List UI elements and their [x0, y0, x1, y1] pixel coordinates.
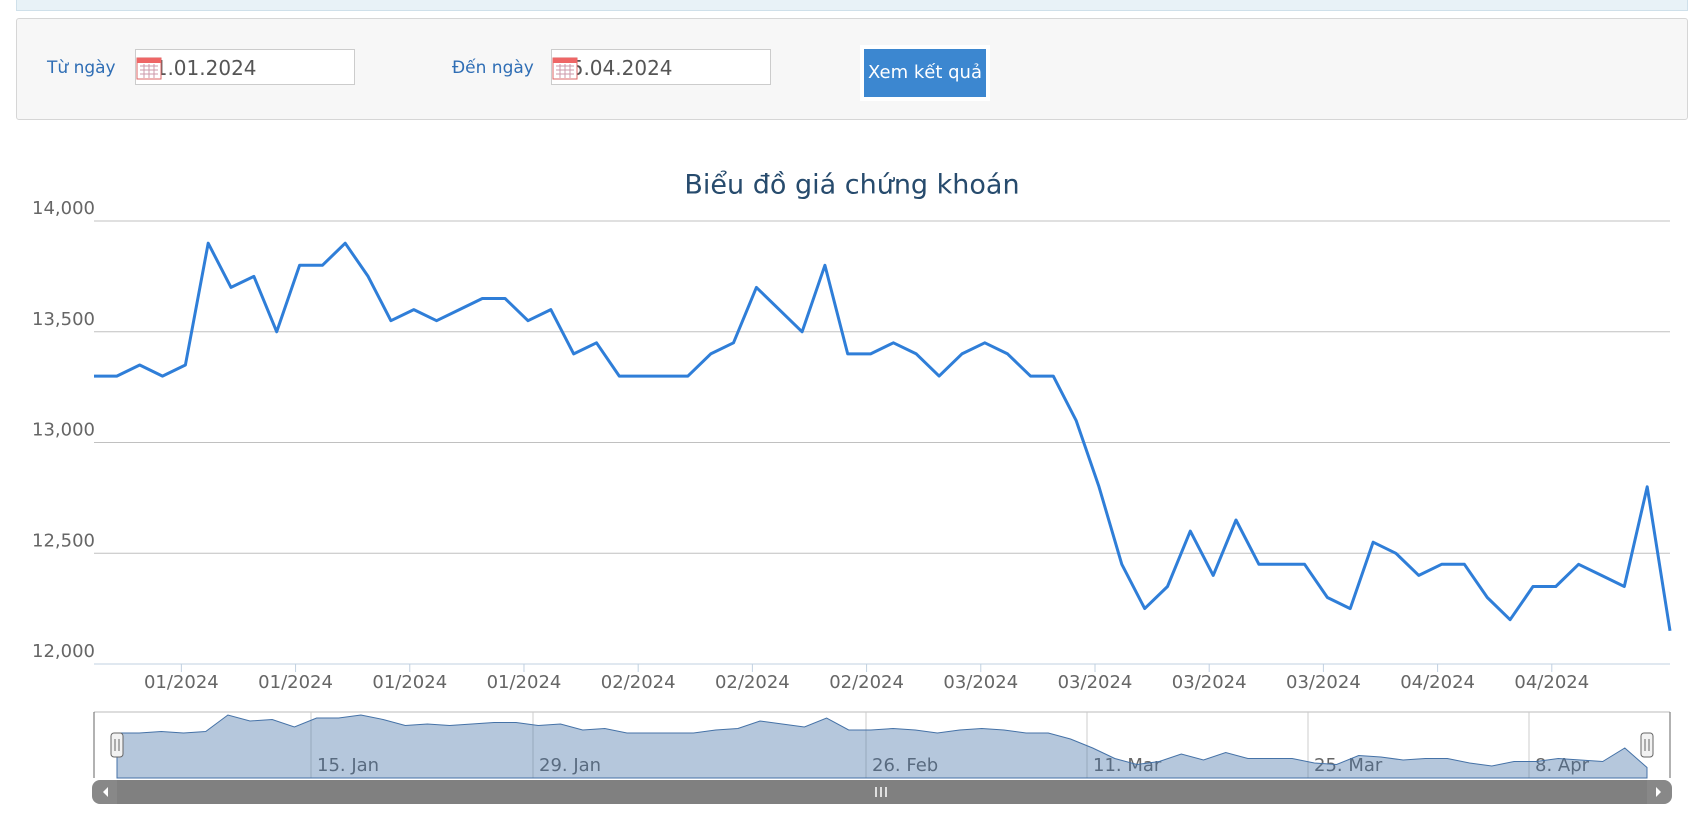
navigator-handle [110, 732, 124, 758]
from-label: Từ ngày [47, 58, 116, 78]
x-tick-label: 03/2024 [1172, 672, 1247, 693]
navigator-label: 11. Mar [1093, 755, 1162, 776]
x-tick-label: 01/2024 [372, 672, 447, 693]
navigator-label: 15. Jan [317, 755, 379, 776]
to-label: Đến ngày [452, 58, 534, 78]
navigator-label: 26. Feb [872, 755, 938, 776]
navigator-label: 25. Mar [1314, 755, 1383, 776]
x-tick-label: 02/2024 [829, 672, 904, 693]
x-tick-label: 01/2024 [258, 672, 333, 693]
x-tick-label: 03/2024 [1058, 672, 1133, 693]
x-tick-label: 04/2024 [1514, 672, 1589, 693]
navigator-label: 29. Jan [539, 755, 601, 776]
top-bar [16, 0, 1688, 11]
scrollbar-thumb [117, 780, 1647, 804]
calendar-icon[interactable] [136, 56, 162, 80]
x-tick-label: 01/2024 [487, 672, 562, 693]
navigator-handle [1640, 732, 1654, 758]
y-tick-label: 12,500 [32, 530, 95, 551]
y-tick-label: 12,000 [32, 641, 95, 662]
x-tick-label: 02/2024 [601, 672, 676, 693]
price-line [94, 241, 1672, 632]
chart-title: Biểu đồ giá chứng khoán [684, 170, 1019, 201]
x-tick-label: 03/2024 [943, 672, 1018, 693]
x-tick-label: 01/2024 [144, 672, 219, 693]
handle-grip [1644, 739, 1650, 751]
navigator-area [116, 714, 1648, 779]
y-tick-label: 14,000 [32, 198, 95, 219]
to-input[interactable]: 15.04.2024 [551, 49, 771, 85]
handle-grip [114, 739, 120, 751]
scrollbar-grip [875, 787, 887, 797]
x-tick-label: 02/2024 [715, 672, 790, 693]
x-tick-label: 03/2024 [1286, 672, 1361, 693]
y-tick-label: 13,500 [32, 309, 95, 330]
from-input[interactable]: 01.01.2024 [135, 49, 355, 85]
x-tick-label: 04/2024 [1400, 672, 1475, 693]
scroll-left [103, 787, 108, 797]
calendar-icon[interactable] [552, 56, 578, 80]
y-tick-label: 13,000 [32, 420, 95, 441]
submit-button[interactable]: Xem kết quả [860, 45, 990, 101]
scroll-right [1656, 787, 1661, 797]
